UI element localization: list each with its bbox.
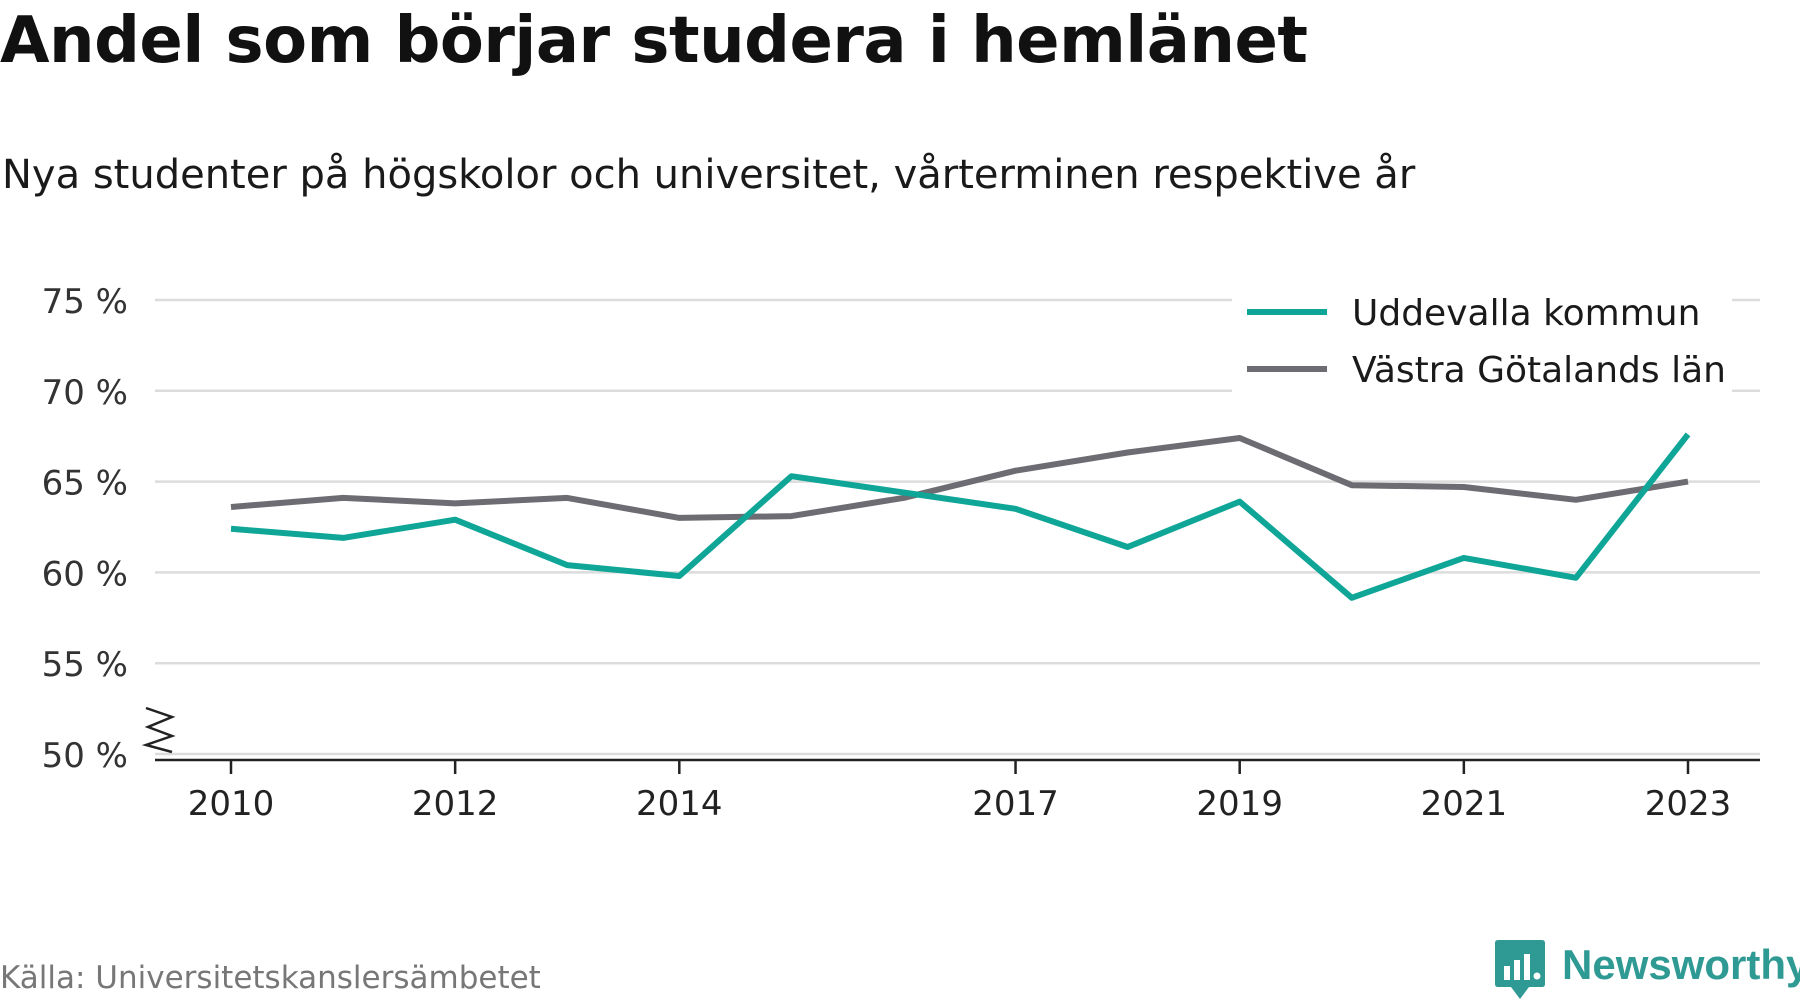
- x-axis: 2010 2012 2014 2017 2019 2021 2023: [155, 758, 1760, 824]
- x-tick-label: 2014: [636, 784, 723, 824]
- y-tick-label: 55 %: [42, 645, 128, 685]
- bar-chart-speech-bubble-icon: [1495, 940, 1545, 999]
- x-tick-label: 2010: [188, 784, 275, 824]
- grid-lines: [155, 298, 1760, 756]
- legend-background: [1232, 288, 1732, 394]
- chart-title: Andel som börjar studera i hemlänet: [0, 4, 1308, 78]
- newsworthy-logo: [1493, 938, 1547, 1006]
- y-tick-label: 50 %: [42, 736, 128, 776]
- x-tick-label: 2019: [1196, 784, 1283, 824]
- y-tick-label: 60 %: [42, 554, 128, 594]
- legend: Uddevalla kommun Västra Götalands län: [1232, 288, 1732, 394]
- legend-label: Uddevalla kommun: [1352, 293, 1700, 334]
- y-axis: 75 % 70 % 65 % 60 % 55 % 50 %: [42, 282, 176, 776]
- source-note: Källa: Universitetskanslersämbetet: [0, 960, 541, 996]
- y-tick-label: 70 %: [42, 373, 128, 413]
- y-tick-label: 65 %: [42, 464, 128, 504]
- y-tick-label: 75 %: [42, 282, 128, 322]
- chart-subtitle: Nya studenter på högskolor och universit…: [2, 152, 1416, 198]
- axis-break-icon: [141, 706, 176, 754]
- x-tick-label: 2023: [1645, 784, 1732, 824]
- legend-label: Västra Götalands län: [1352, 350, 1726, 391]
- x-tick-label: 2017: [972, 784, 1059, 824]
- brand-name: Newsworthy: [1562, 941, 1800, 988]
- x-tick-label: 2012: [412, 784, 499, 824]
- x-tick-label: 2021: [1421, 784, 1508, 824]
- series-line-uddevalla-kommun: [230, 432, 1691, 601]
- series-lines: [230, 432, 1691, 601]
- series-line-v-stra-g-talands-l-n: [230, 435, 1689, 521]
